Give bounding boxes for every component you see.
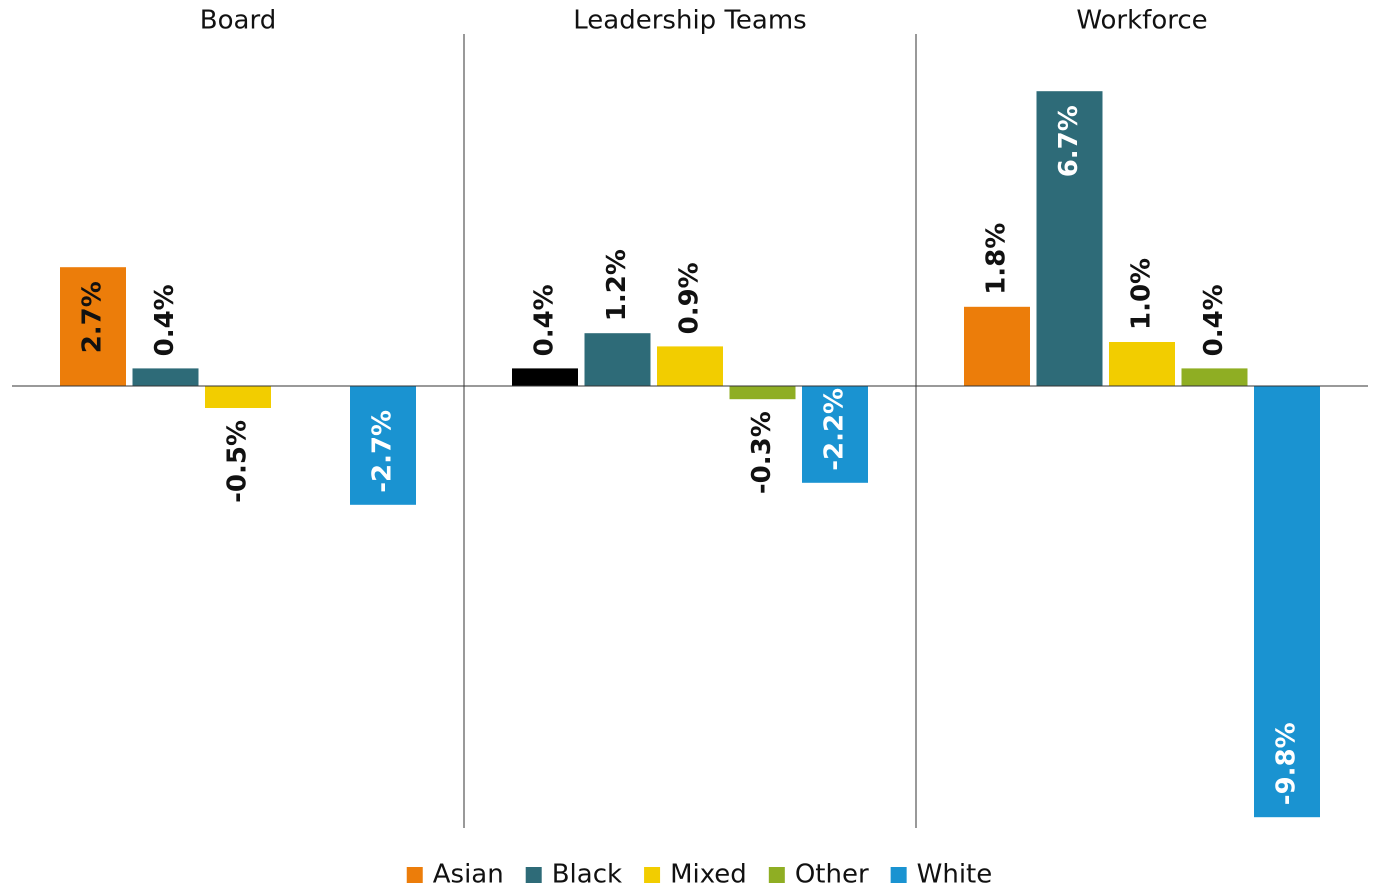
panel-title: Workforce xyxy=(1076,6,1207,36)
value-label: 6.7% xyxy=(1054,105,1084,177)
bar xyxy=(584,333,651,386)
bar xyxy=(1254,386,1320,818)
legend-label: White xyxy=(917,860,993,890)
value-label: 1.0% xyxy=(1127,258,1157,330)
value-label: -0.5% xyxy=(223,420,253,503)
legend-label: Asian xyxy=(433,860,504,890)
bar xyxy=(802,386,868,483)
value-label: 1.2% xyxy=(602,249,632,321)
bar xyxy=(132,368,199,386)
value-label: 2.7% xyxy=(78,281,108,353)
legend-swatch xyxy=(406,867,423,883)
value-label: 0.4% xyxy=(150,284,180,356)
legend-swatch xyxy=(890,867,907,883)
value-label: -2.2% xyxy=(820,388,850,471)
value-label: 0.4% xyxy=(530,284,560,356)
bar xyxy=(1036,91,1103,386)
bar xyxy=(1109,342,1175,386)
bar xyxy=(729,386,796,400)
bar xyxy=(512,368,578,386)
legend-label: Mixed xyxy=(670,860,747,890)
value-label: 0.9% xyxy=(675,262,705,334)
panel-title: Leadership Teams xyxy=(573,6,806,36)
value-label: 1.8% xyxy=(982,223,1012,295)
legend-swatch xyxy=(644,867,661,883)
value-label: -2.7% xyxy=(368,410,398,493)
legend-label: Black xyxy=(552,860,622,890)
value-label: -0.3% xyxy=(747,411,777,494)
value-label: 0.4% xyxy=(1199,284,1229,356)
panel-title: Board xyxy=(200,6,276,36)
bar xyxy=(657,346,723,386)
bar xyxy=(205,386,271,408)
bar xyxy=(350,386,416,505)
bar xyxy=(964,306,1030,386)
bar xyxy=(60,267,126,386)
legend-label: Other xyxy=(795,860,869,890)
legend-swatch xyxy=(525,867,542,883)
legend-swatch xyxy=(768,867,785,883)
value-label: -9.8% xyxy=(1272,722,1302,805)
bar xyxy=(1181,368,1248,386)
